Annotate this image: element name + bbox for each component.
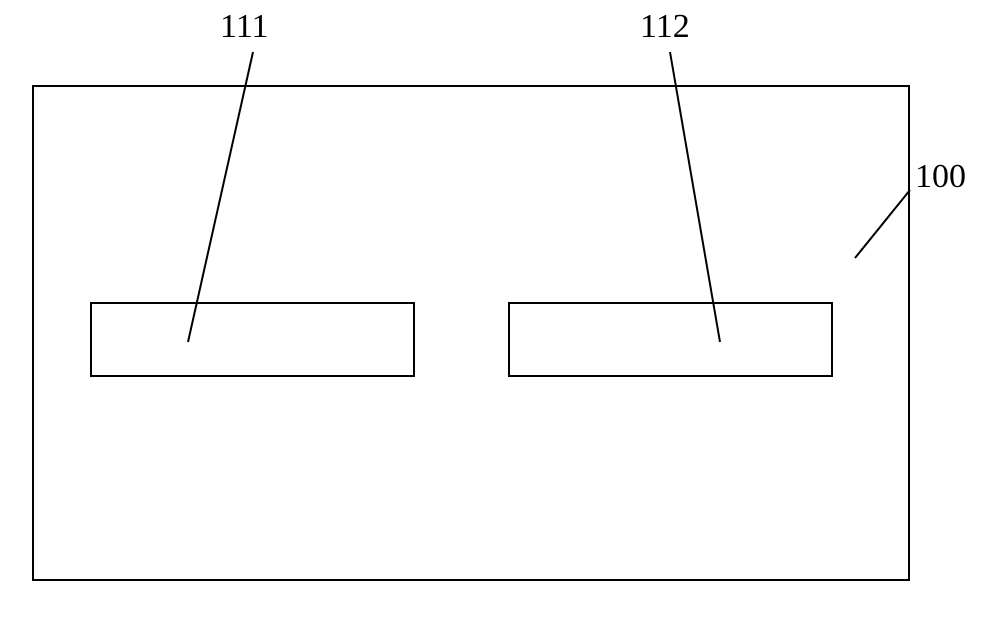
inner-rect-112 <box>508 302 833 377</box>
label-112: 112 <box>640 8 690 46</box>
label-111: 111 <box>220 8 268 46</box>
inner-rect-111 <box>90 302 415 377</box>
diagram-container: 111 112 100 <box>0 0 1000 618</box>
label-111-text: 111 <box>220 8 268 45</box>
label-100: 100 <box>915 158 966 196</box>
label-112-text: 112 <box>640 8 690 45</box>
label-100-text: 100 <box>915 158 966 195</box>
